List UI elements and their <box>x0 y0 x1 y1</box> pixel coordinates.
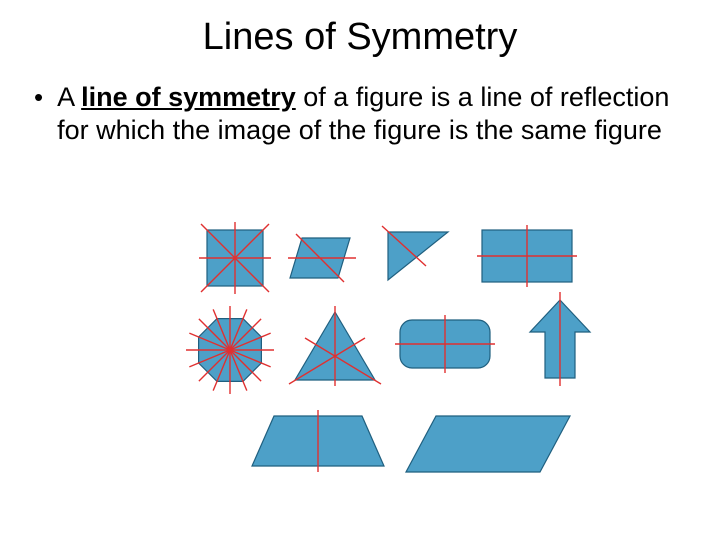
bullet-char: • <box>34 81 43 114</box>
figure-svg <box>170 220 650 510</box>
page-title: Lines of Symmetry <box>0 0 720 59</box>
body-prefix: A <box>57 82 81 112</box>
symmetry-figure <box>170 220 650 510</box>
slide: { "title": "Lines of Symmetry", "bullet_… <box>0 0 720 540</box>
bullet-row: • A line of symmetry of a figure is a li… <box>0 59 720 147</box>
body-text: A line of symmetry of a figure is a line… <box>57 81 686 147</box>
body-term: line of symmetry <box>81 82 296 112</box>
